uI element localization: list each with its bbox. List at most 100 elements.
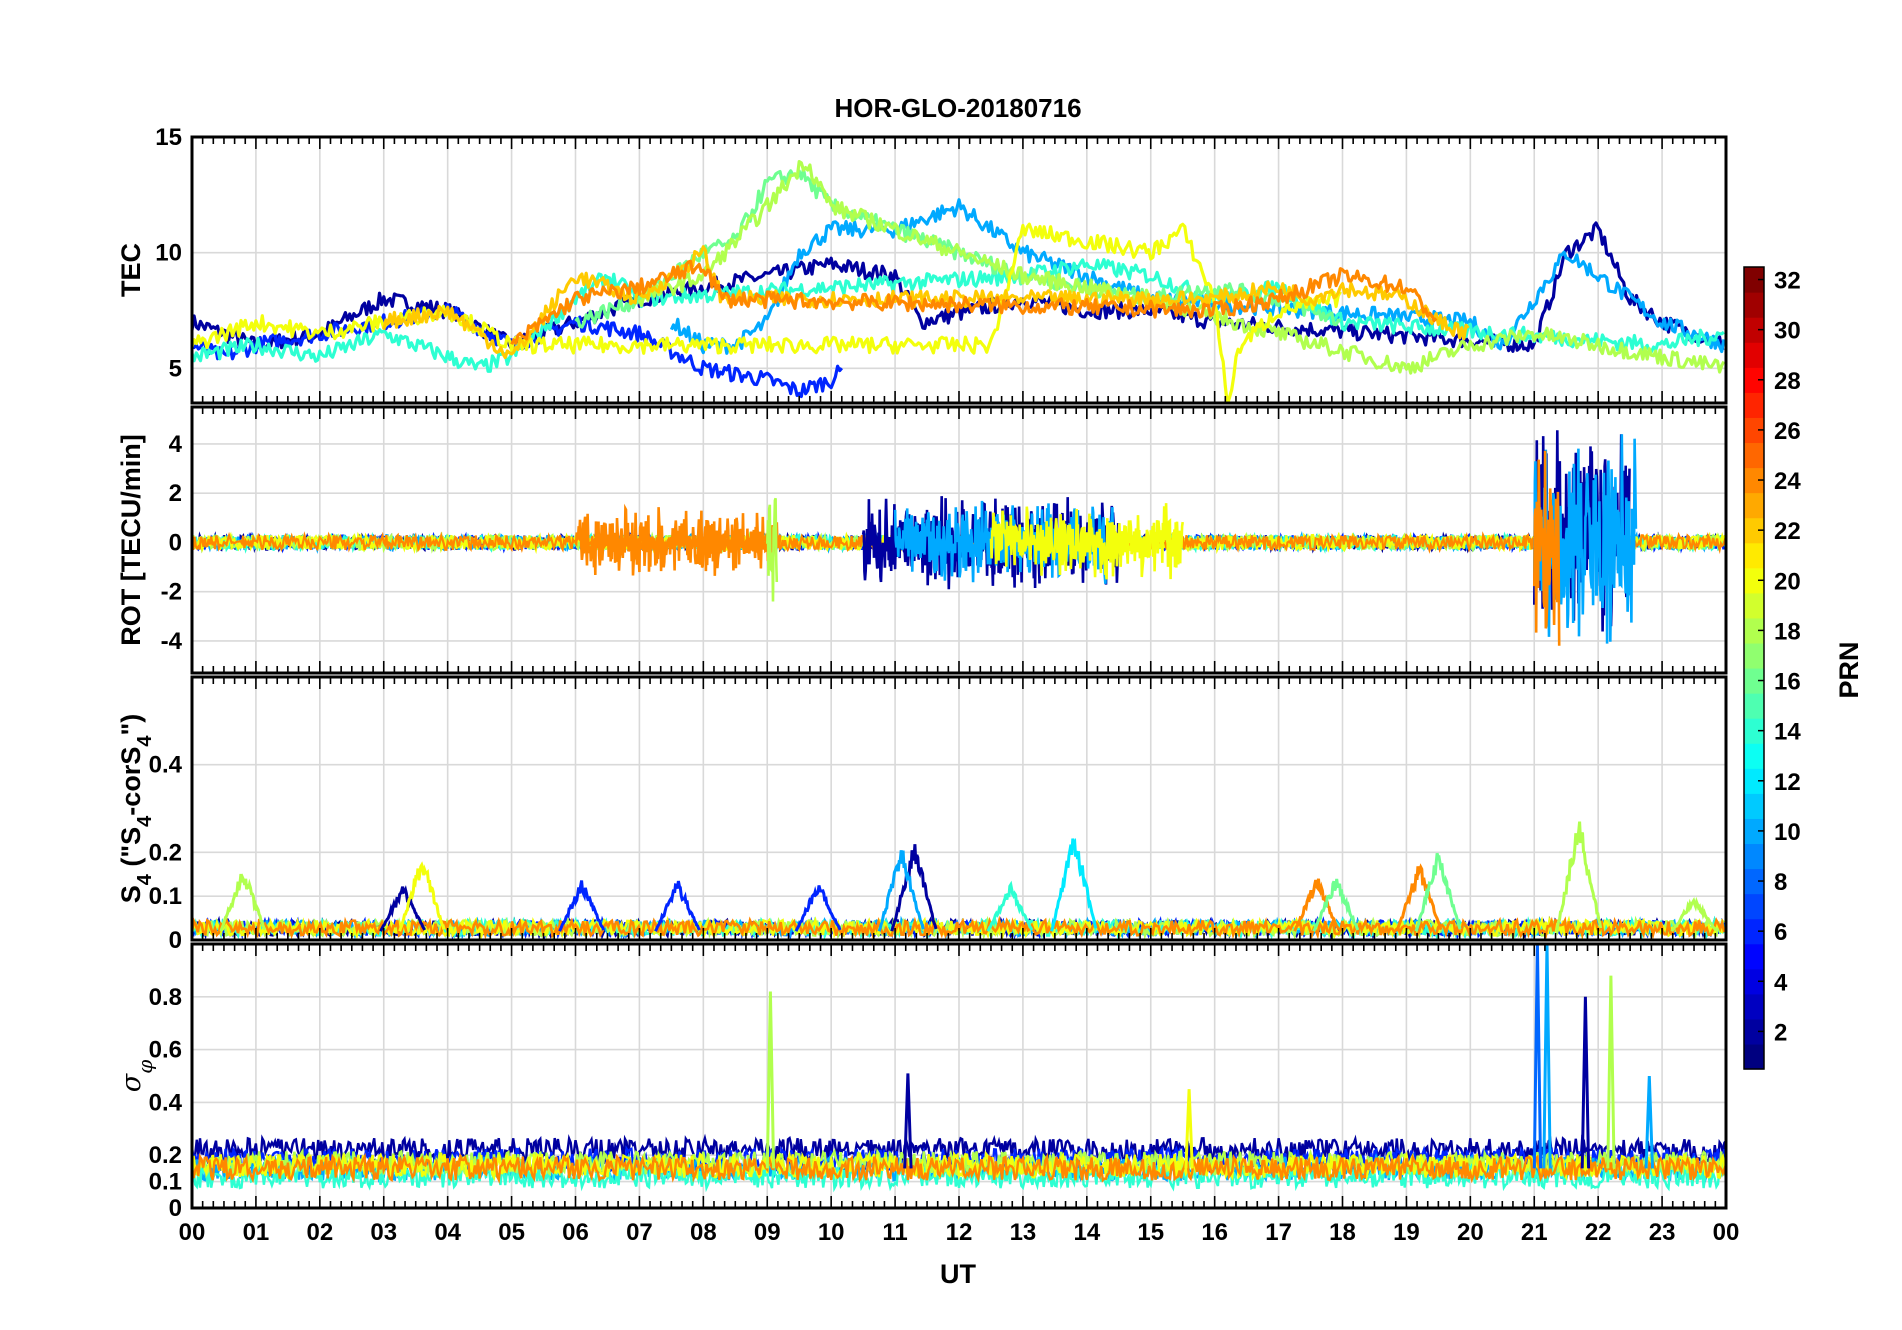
peak-prn-18	[765, 991, 776, 1169]
x-tick-label: 10	[818, 1219, 845, 1246]
series-line-prn-24	[192, 1152, 1726, 1185]
x-tick-label: 00	[179, 1219, 206, 1246]
y-tick-label: 0.6	[149, 1037, 182, 1064]
y-tick-label: 0.2	[149, 839, 182, 866]
x-tick-label: 13	[1010, 1219, 1037, 1246]
panel-3: 0 0.1 0.2 0.4S4 ("S4-corS4")	[116, 675, 1728, 954]
y-tick-label: 0.4	[149, 1089, 183, 1116]
series-line-prn-24	[192, 915, 1726, 940]
series-line-prn-14	[192, 258, 1725, 373]
y-tick-label: 0	[169, 1195, 182, 1222]
x-tick-label: 15	[1137, 1219, 1164, 1246]
peak-prn-18	[1606, 975, 1616, 1169]
peak-prn-10	[1644, 1075, 1654, 1169]
colorbar-label: PRN	[1834, 641, 1864, 698]
y-axis-label-sigma-phi: σφ	[116, 1060, 157, 1092]
peak-prn-18	[1555, 821, 1603, 932]
colorbar-tick-label: 4	[1774, 969, 1788, 996]
y-tick-label: 4	[169, 431, 183, 458]
colorbar-tick-label: 32	[1774, 268, 1801, 295]
y-axis-label-tec: TEC	[116, 243, 146, 297]
y-tick-label: 0	[169, 529, 182, 556]
series-line-prn-24	[510, 259, 1438, 345]
x-tick-label: 20	[1457, 1219, 1484, 1246]
y-tick-label: 2	[169, 480, 182, 507]
y-tick-label: 0.4	[149, 752, 183, 779]
colorbar-tick-label: 30	[1774, 318, 1801, 345]
x-tick-label: 03	[370, 1219, 397, 1246]
burst-prn-24	[1533, 450, 1561, 646]
x-tick-label: 11	[882, 1219, 907, 1246]
y-tick-label: 10	[155, 240, 182, 267]
peak-prn-6	[794, 885, 842, 932]
x-tick-label: 19	[1393, 1219, 1420, 1246]
panel-1: 5 10 15 TEC	[116, 124, 1728, 405]
y-tick-label: -4	[161, 628, 183, 655]
y-tick-label: -2	[161, 579, 182, 606]
y-tick-label: 15	[155, 124, 182, 151]
panel-4: 00.10.2 0.4 0.6 0.8 σφ	[116, 942, 1728, 1222]
peak-prn-20	[1184, 1089, 1194, 1169]
y-axis-label-s4: S4 ("S4-corS4")	[116, 714, 156, 904]
x-tick-label: 07	[626, 1219, 653, 1246]
series-line-prn-10	[669, 198, 1726, 355]
x-tick-label: 14	[1073, 1219, 1100, 1246]
peak-prn-6	[558, 880, 606, 932]
peak-prn-2	[379, 885, 427, 932]
x-tick-label: 17	[1265, 1219, 1292, 1246]
peak-prn-18	[219, 873, 267, 932]
colorbar-tick-label: 12	[1774, 769, 1801, 796]
colorbar-tick-label: 24	[1774, 468, 1801, 495]
x-tick-label: 02	[306, 1219, 333, 1246]
x-tick-label: 12	[946, 1219, 973, 1246]
y-tick-label: 0.8	[149, 984, 182, 1011]
x-tick-label: 08	[690, 1219, 717, 1246]
x-tick-label: 22	[1585, 1219, 1612, 1246]
colorbar-tick-label: 22	[1774, 518, 1801, 545]
colorbar-tick-label: 8	[1774, 869, 1787, 896]
peak-prn-24	[1395, 863, 1443, 932]
peak-prn-14	[986, 880, 1034, 932]
x-tick-label: 09	[754, 1219, 781, 1246]
colorbar-tick-label: 20	[1774, 568, 1801, 595]
peak-prn-2	[1580, 996, 1591, 1169]
peak-prn-8	[1532, 944, 1543, 1169]
x-tick-label: 00	[1713, 1219, 1740, 1246]
x-axis-label: UT	[940, 1259, 976, 1289]
y-tick-label: 0	[169, 927, 182, 954]
x-tick-label: 18	[1329, 1219, 1356, 1246]
peak-prn-16	[1414, 852, 1462, 932]
y-tick-label: 0.1	[149, 1169, 182, 1196]
peak-prn-10	[877, 850, 925, 932]
burst-prn-18	[766, 497, 779, 602]
peak-prn-18	[1670, 896, 1718, 933]
y-axis-label-rot: ROT [TECU/min]	[116, 434, 146, 645]
peak-prn-2	[890, 844, 938, 932]
colorbar-tick-label: 26	[1774, 418, 1801, 445]
peak-prn-12	[1050, 837, 1098, 932]
peak-prn-10	[1542, 944, 1552, 1169]
peak-prn-16	[1312, 878, 1360, 932]
peak-prn-24	[1293, 878, 1341, 932]
panel-2: -4 -2 0 2 4 ROT [TECU/min]	[116, 405, 1728, 675]
x-tick-label: 05	[498, 1219, 525, 1246]
colorbar-tick-label: 14	[1774, 719, 1801, 746]
peak-prn-6	[654, 880, 701, 932]
y-tick-label: 0.1	[149, 883, 182, 910]
y-tick-label: 0.2	[149, 1142, 182, 1169]
x-tick-label: 06	[562, 1219, 589, 1246]
colorbar-tick-label: 18	[1774, 618, 1801, 645]
colorbar-tick-label: 10	[1774, 819, 1801, 846]
colorbar-tick-label: 2	[1774, 1019, 1787, 1046]
x-tick-label: 04	[434, 1219, 461, 1246]
colorbar-tick-label: 28	[1774, 368, 1801, 395]
x-tick-label: 23	[1649, 1219, 1676, 1246]
peak-prn-2	[903, 1073, 913, 1169]
x-tick-label: 21	[1521, 1219, 1548, 1246]
colorbar-tick-label: 16	[1774, 669, 1801, 696]
x-tick-label: 16	[1201, 1219, 1228, 1246]
colorbar-tick-label: 6	[1774, 919, 1787, 946]
peak-prn-20	[398, 861, 446, 932]
